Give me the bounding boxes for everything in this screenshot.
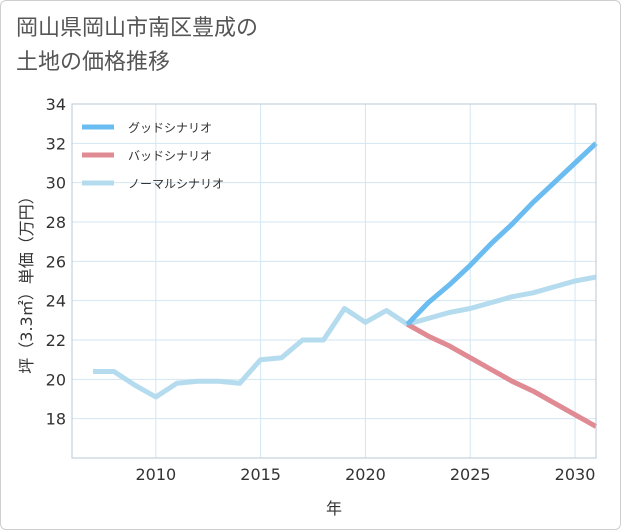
y-tick-label: 34 bbox=[46, 95, 66, 114]
y-tick-label: 26 bbox=[46, 252, 66, 271]
legend-label: グッドシナリオ bbox=[128, 121, 212, 135]
y-tick-label: 28 bbox=[46, 213, 66, 232]
series-line-2 bbox=[93, 274, 597, 400]
x-tick-label: 2010 bbox=[135, 465, 176, 484]
plot-area bbox=[72, 104, 596, 458]
x-tick-label: 2030 bbox=[555, 465, 596, 484]
chart-title-line-1: 岡山県岡山市南区豊成の bbox=[16, 16, 259, 41]
plot-border bbox=[71, 103, 597, 459]
y-tick-label: 20 bbox=[46, 370, 66, 389]
y-axis-label: 坪（3.3㎡）単価（万円） bbox=[17, 188, 36, 373]
x-tick-label: 2015 bbox=[240, 465, 281, 484]
x-tick-label: 2025 bbox=[450, 465, 491, 484]
y-tick-label: 24 bbox=[46, 292, 66, 311]
series-lines bbox=[93, 141, 598, 429]
legend-label: ノーマルシナリオ bbox=[128, 177, 224, 191]
y-tick-label: 32 bbox=[46, 134, 66, 153]
y-tick-label: 30 bbox=[46, 174, 66, 193]
chart-title: 岡山県岡山市南区豊成の 土地の価格推移 bbox=[16, 12, 258, 80]
series-line-1 bbox=[406, 322, 598, 429]
x-tick-label: 2020 bbox=[345, 465, 386, 484]
y-tick-label: 18 bbox=[46, 410, 66, 429]
chart-title-line-2: 土地の価格推移 bbox=[16, 50, 171, 75]
series-line-0 bbox=[405, 141, 598, 327]
y-tick-label: 22 bbox=[46, 331, 66, 350]
x-axis-label: 年 bbox=[326, 499, 342, 518]
legend-label: バッドシナリオ bbox=[128, 149, 212, 163]
axes: 18 20 22 24 26 28 30 32 34 2010 2015 2020 2025 2030 bbox=[46, 95, 597, 484]
